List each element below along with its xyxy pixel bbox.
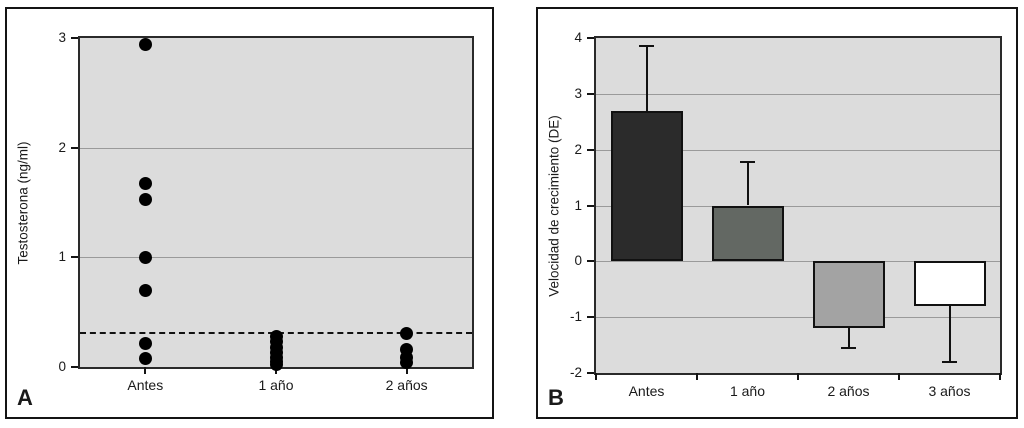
- x-category-label: 3 años: [928, 383, 971, 399]
- y-tick-label: 2: [58, 139, 66, 155]
- data-point: [400, 356, 414, 370]
- error-bar-cap: [841, 346, 856, 349]
- data-point: [138, 351, 152, 365]
- error-bar-cap: [942, 360, 957, 363]
- x-category-label: Antes: [127, 377, 164, 393]
- x-axis-tick: [696, 373, 698, 380]
- y-tick-label: 4: [574, 30, 582, 45]
- y-axis-tick: [71, 146, 78, 149]
- y-tick-label: -2: [569, 365, 582, 380]
- error-bar-cap: [740, 160, 755, 163]
- y-axis-label-a: Testosterona (ng/ml): [15, 140, 31, 265]
- y-axis-tick: [587, 372, 594, 374]
- panel-b: ANOVA p < 0,01 Velocidad de crecimiento …: [536, 7, 1018, 419]
- gridline: [596, 93, 1000, 95]
- gridline: [596, 149, 1000, 151]
- y-axis-tick: [71, 37, 78, 39]
- data-point: [269, 358, 283, 372]
- x-axis-tick: [797, 373, 799, 380]
- plot-area: [78, 36, 474, 369]
- y-axis-tick: [587, 37, 594, 39]
- panel-letter-b: B: [548, 385, 564, 410]
- gridline: [596, 261, 1000, 263]
- data-point: [138, 177, 152, 191]
- y-tick-label: 3: [574, 85, 582, 101]
- x-axis-tick: [898, 373, 900, 380]
- error-bar: [645, 46, 648, 111]
- y-axis-tick: [587, 316, 594, 319]
- y-axis-tick: [71, 256, 78, 259]
- y-tick-label: 3: [58, 30, 66, 45]
- y-axis-tick: [587, 92, 594, 95]
- x-axis-tick: [595, 373, 597, 380]
- x-category-label: 2 años: [827, 383, 870, 399]
- data-point: [400, 326, 414, 340]
- x-axis-tick: [405, 367, 408, 374]
- error-bar: [847, 328, 850, 348]
- y-axis-tick: [71, 366, 78, 368]
- y-tick-label: 1: [58, 249, 66, 265]
- gridline: [80, 147, 472, 149]
- data-point: [138, 38, 152, 52]
- bar: [610, 110, 683, 262]
- gridline: [596, 205, 1000, 207]
- error-bar: [746, 161, 749, 206]
- panel-a: ANOVA p < 0,01 Testosterona (ng/ml) A 01…: [5, 7, 494, 419]
- y-axis-tick: [587, 148, 594, 151]
- y-tick-label: 0: [58, 359, 66, 374]
- bar: [812, 261, 885, 329]
- y-tick-label: 2: [574, 141, 582, 157]
- y-axis-tick: [587, 260, 594, 263]
- y-tick-label: -1: [569, 309, 582, 325]
- data-point: [138, 283, 152, 297]
- bar: [711, 205, 784, 262]
- x-axis-tick: [999, 373, 1001, 380]
- y-tick-label: 0: [574, 253, 582, 269]
- bar: [913, 261, 986, 306]
- error-bar: [948, 306, 951, 362]
- error-bar-cap: [639, 45, 654, 48]
- x-category-label: 2 años: [385, 377, 428, 393]
- data-point: [138, 192, 152, 206]
- data-point: [138, 250, 152, 264]
- x-category-label: Antes: [628, 383, 665, 399]
- x-category-label: 1 año: [729, 383, 766, 399]
- y-tick-label: 1: [574, 197, 582, 213]
- gridline: [596, 317, 1000, 319]
- data-point: [138, 337, 152, 351]
- x-category-label: 1 año: [258, 377, 294, 393]
- y-axis-tick: [587, 204, 594, 207]
- panel-letter-a: A: [17, 385, 33, 410]
- x-axis-tick: [144, 367, 147, 374]
- gridline: [80, 257, 472, 259]
